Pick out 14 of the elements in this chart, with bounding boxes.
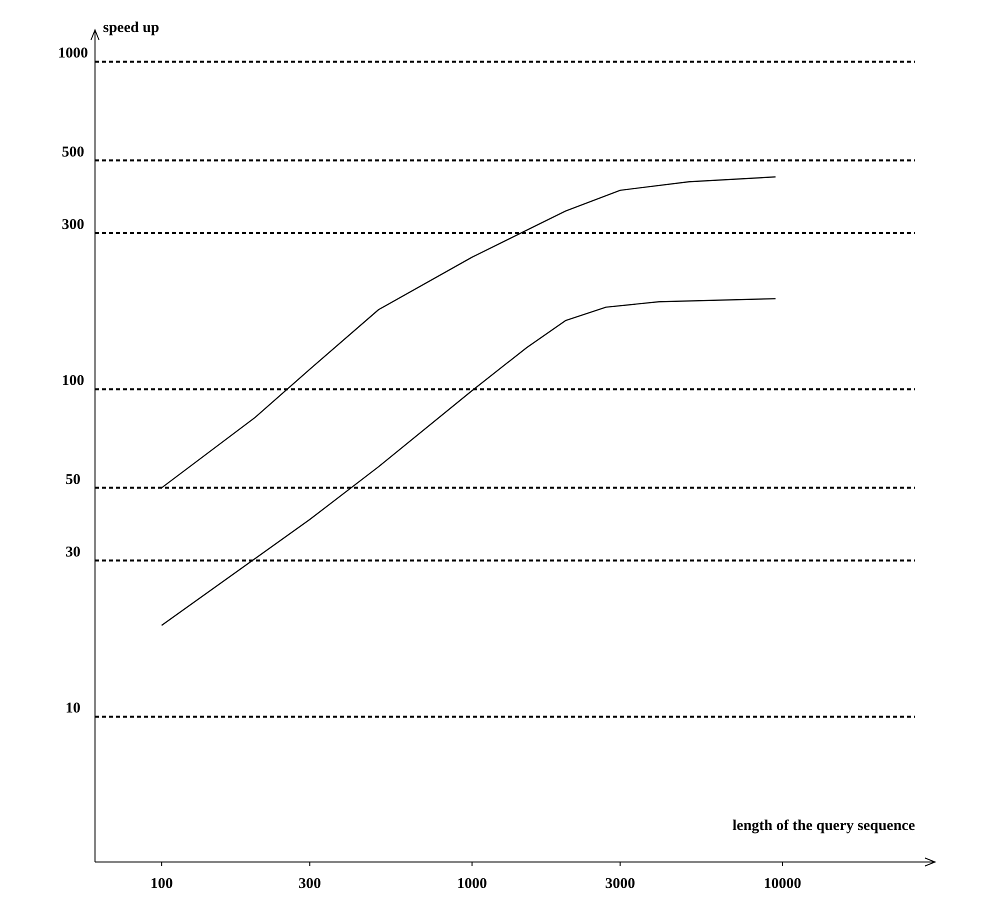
y-tick-label: 10 xyxy=(66,700,80,717)
y-axis-title: speed up xyxy=(103,20,160,36)
y-tick-label: 30 xyxy=(66,544,80,560)
x-tick-label: 300 xyxy=(298,876,321,892)
x-axis-title: length of the query sequence xyxy=(732,818,916,834)
x-tick-label: 10000 xyxy=(764,876,802,892)
x-tick-label: 1000 xyxy=(457,876,488,892)
y-tick-label: 100 xyxy=(62,373,84,390)
x-tick-label: 3000 xyxy=(605,876,636,892)
y-tick-label: 1000 xyxy=(58,46,88,62)
x-tick-label: 100 xyxy=(150,876,173,892)
y-tick-label: 500 xyxy=(62,144,84,160)
y-tick-label: 50 xyxy=(66,472,80,488)
y-tick-label: 300 xyxy=(62,216,84,233)
